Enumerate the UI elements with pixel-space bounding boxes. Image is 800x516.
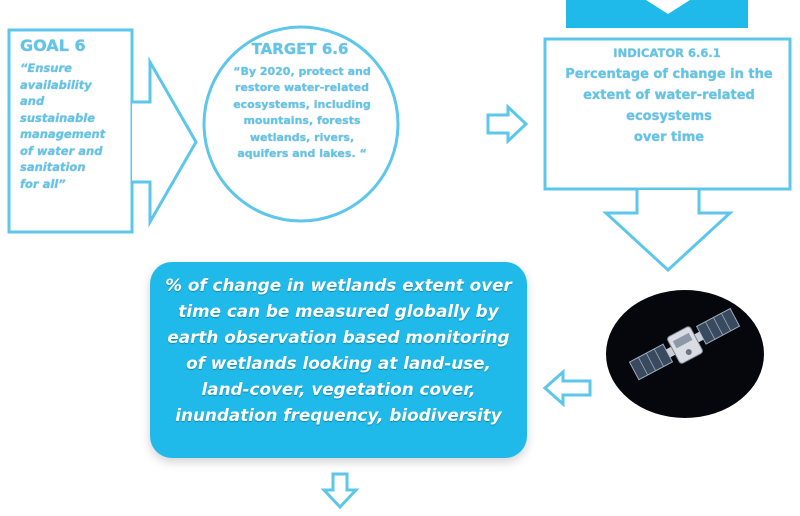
indicator-box [543,37,792,191]
goal-line: sustainable [20,110,95,125]
target-line: mountains, forests [243,114,361,128]
measurement-line: inundation frequency, biodiversity [175,405,502,425]
bottom-down-arrow-icon [320,472,360,510]
goal-line: and [20,94,45,108]
target-statement: “By 2020, protect and restore water-rela… [232,64,372,162]
measurement-line: earth observation based monitoring [167,327,510,347]
measurement-box [150,262,527,458]
top-banner [566,0,748,28]
indicator-line: over time [633,130,705,145]
satellite-image [606,290,764,418]
target-circle [202,25,400,223]
goal-line: of water and [20,143,103,158]
indicator-line: ecosystems [626,109,712,124]
satellite-icon [606,290,764,418]
target-line: wetlands, rivers, [249,130,355,144]
indicator-title: INDICATOR 6.6.1 [613,46,721,60]
target-to-indicator-arrow-icon [486,103,529,145]
target-line: restore water-related [235,81,369,95]
indicator-down-arrow-icon [602,190,734,273]
goal-title: GOAL 6 [20,36,86,55]
measurement-line: land-cover, vegetation cover, [201,379,476,399]
measurement-line: time can be measured globally by [178,301,499,321]
measurement-text: % of change in wetlands extent over time… [150,272,527,428]
goal-line: management [20,127,106,141]
goal-line: sanitation [20,160,86,174]
goal-line: for all” [20,176,66,191]
target-title: TARGET 6.6 [251,40,349,58]
target-line: “By 2020, protect and [233,65,371,78]
satellite-to-box-arrow-icon [542,368,592,408]
indicator-line: Percentage of change in the [565,67,773,82]
goal-statement: “Ensure availability and sustainable man… [20,60,125,192]
indicator-statement: Percentage of change in the extent of wa… [553,64,785,148]
goal-box [7,28,134,234]
indicator-line: extent of water-related [583,88,755,103]
goal-line: “Ensure [20,61,72,75]
measurement-line: of wetlands looking at land-use, [186,353,491,373]
target-line: aquifers and lakes. “ [237,147,367,161]
goal-line: availability [20,77,92,92]
measurement-line: % of change in wetlands extent over [165,275,512,295]
goal-to-target-arrow-icon [132,56,198,228]
target-line: ecosystems, including [233,97,371,111]
